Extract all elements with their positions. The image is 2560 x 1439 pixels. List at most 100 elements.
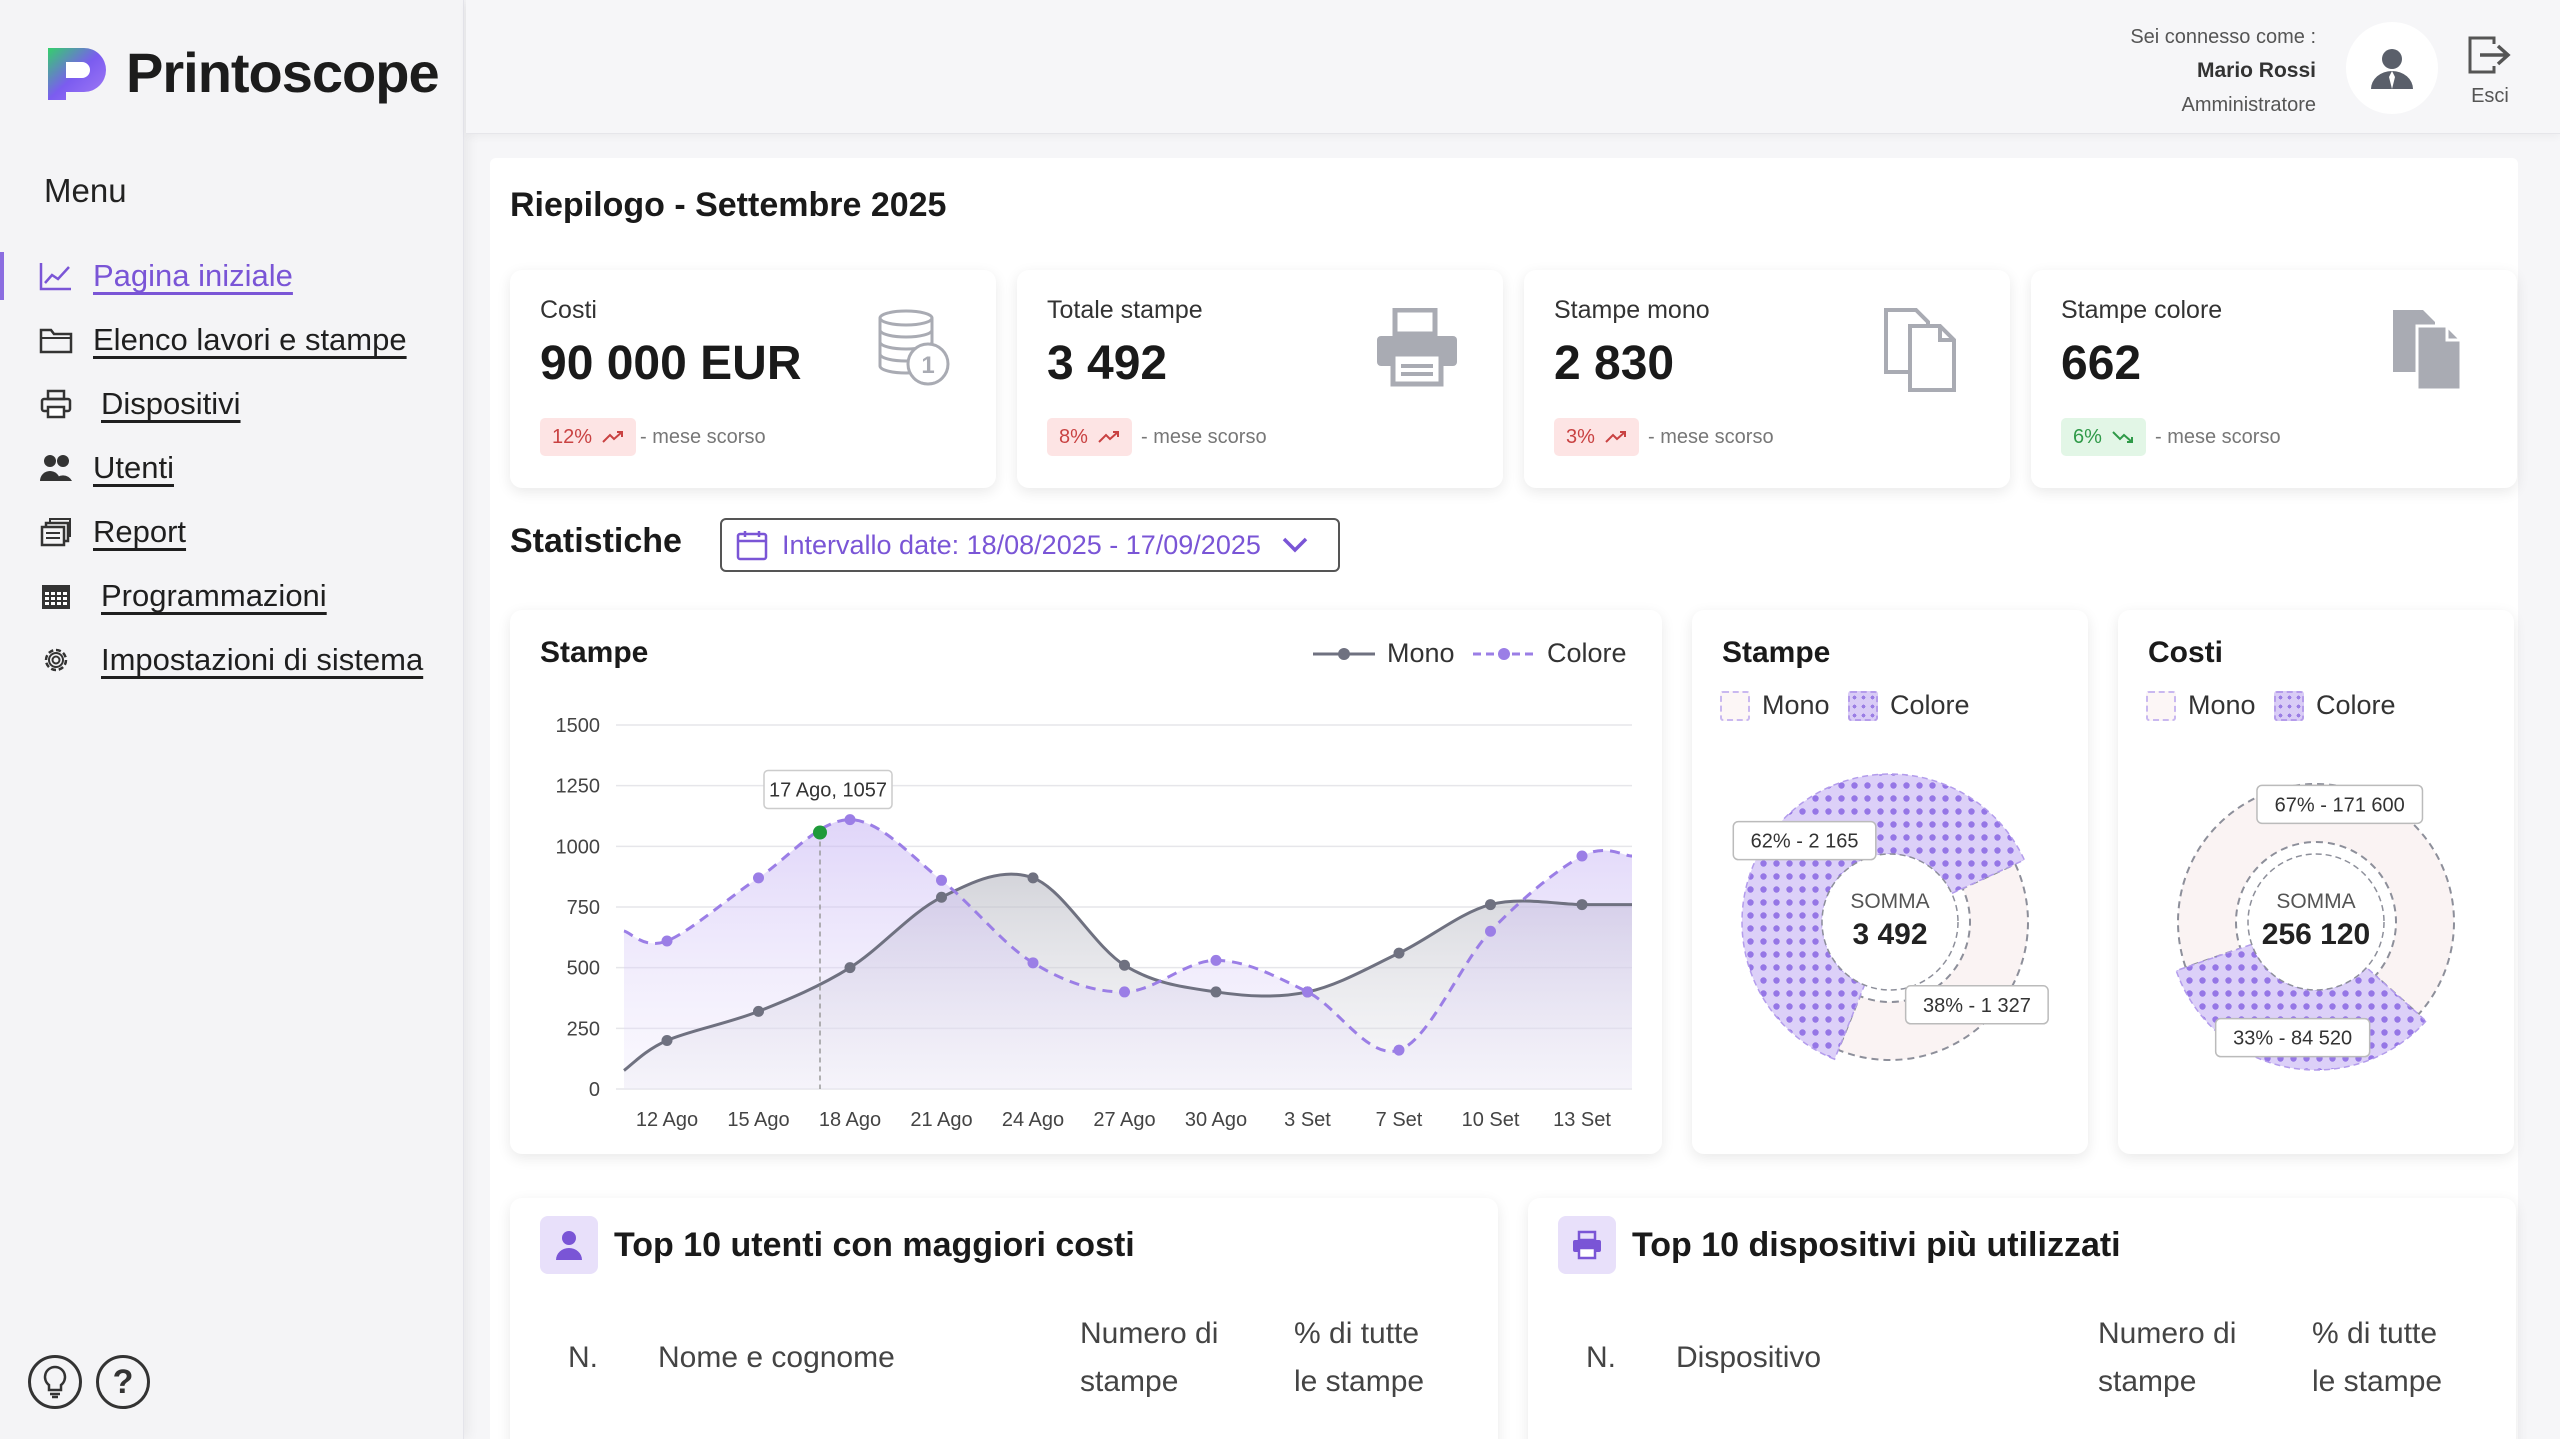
y-tick-label: 1250	[556, 776, 601, 798]
kpi-title: Stampe colore	[2061, 296, 2223, 324]
column-header: Numero di stampe	[1080, 1317, 1219, 1398]
data-point-colore[interactable]	[844, 814, 856, 826]
data-point-mono[interactable]	[1576, 899, 1588, 911]
date-range-label: Intervallo date: 18/08/2025 - 17/09/2025	[782, 529, 1261, 560]
trend-percent: 12%	[552, 425, 593, 448]
column-header: N.	[568, 1341, 598, 1374]
statistics-title: Statistiche	[510, 522, 682, 560]
data-point-mono[interactable]	[661, 1034, 673, 1046]
line-chart-icon	[38, 258, 74, 294]
kpi-note: - mese scorso	[2155, 426, 2281, 448]
trend-down-icon	[2112, 431, 2133, 443]
x-tick-label: 3 Set	[1284, 1109, 1331, 1131]
kpi-title: Totale stampe	[1047, 296, 1203, 324]
trend-percent: 6%	[2073, 425, 2102, 448]
trend-up-icon	[1605, 431, 1626, 443]
sidebar-item-settings[interactable]: Impostazioni di sistema	[0, 632, 464, 688]
documents-outline-icon	[1882, 308, 1966, 397]
kpi-value: 662	[2061, 337, 2142, 390]
data-point-colore[interactable]	[1576, 850, 1588, 862]
data-point-mono[interactable]	[1210, 986, 1222, 998]
kpi-note: - mese scorso	[1141, 426, 1267, 448]
user-icon	[2371, 49, 2413, 89]
prints-donut-panel: Stampe Mono Colore SOMMA 3 492 38% - 1 327…	[1692, 610, 2088, 1154]
highlighted-point[interactable]	[813, 825, 827, 840]
data-point-colore[interactable]	[1485, 925, 1496, 937]
donut-label-colore: 62% - 2 165	[1751, 831, 1859, 853]
data-point-colore[interactable]	[936, 874, 947, 886]
trend-badge: 8%	[1047, 418, 1132, 456]
x-tick-label: 27 Ago	[1093, 1109, 1155, 1131]
legend-colore: Colore	[2274, 690, 2396, 721]
kpi-title: Stampe mono	[1554, 296, 1710, 324]
sidebar: Printoscope Menu Pagina iniziale Elenco …	[0, 0, 464, 1439]
legend-label: Colore	[1890, 690, 1970, 720]
app-logo[interactable]: Printoscope	[44, 40, 440, 105]
trend-badge: 6%	[2061, 418, 2146, 456]
line-chart: 0 250 500 750 1000 1250 1500 12 Ago 15 Ago 18 Ago…	[556, 715, 1633, 1131]
sidebar-item-schedules[interactable]: Programmazioni	[0, 568, 464, 624]
trend-badge: 3%	[1554, 418, 1639, 456]
legend-swatch-mono	[1720, 690, 1750, 721]
printer-icon	[1558, 1216, 1616, 1274]
date-range-dropdown[interactable]: Intervallo date: 18/08/2025 - 17/09/2025	[720, 518, 1340, 572]
sidebar-item-jobs[interactable]: Elenco lavori e stampe	[0, 312, 464, 368]
sidebar-item-home[interactable]: Pagina iniziale	[0, 248, 464, 304]
logout-button[interactable]: Esci	[2458, 34, 2522, 108]
sidebar-item-label: Impostazioni di sistema	[101, 642, 424, 677]
column-header: Numero di stampe	[2098, 1317, 2237, 1398]
donut-hole	[2247, 853, 2385, 991]
kpi-note: - mese scorso	[1648, 426, 1774, 448]
sidebar-item-label: Utenti	[93, 450, 174, 485]
sidebar-item-devices[interactable]: Dispositivi	[0, 376, 464, 432]
avatar[interactable]	[2346, 22, 2438, 114]
data-point-colore[interactable]	[1119, 986, 1130, 998]
menu-title: Menu	[44, 172, 127, 209]
chevron-down-icon	[1282, 537, 1308, 553]
data-point-colore[interactable]	[753, 872, 764, 884]
logout-icon	[2468, 36, 2511, 74]
donut-label-colore: 33% - 84 520	[2233, 1028, 2352, 1050]
sidebar-item-report[interactable]: Report	[0, 504, 464, 560]
kpi-card-mono-prints: Stampe mono 2 830 3% - mese scorso	[1524, 270, 2010, 488]
gear-icon	[38, 642, 74, 678]
legend-swatch-colore	[1848, 690, 1878, 721]
x-tick-label: 24 Ago	[1002, 1109, 1064, 1131]
data-point-colore[interactable]	[1393, 1044, 1405, 1056]
data-point-mono[interactable]	[1119, 959, 1130, 971]
legend-label: Mono	[1387, 638, 1455, 668]
legend-label: Colore	[2316, 690, 2396, 720]
donut-label-colore-box	[1732, 820, 1877, 861]
user-info: Sei connesso come : Mario Rossi Amminist…	[2130, 20, 2316, 122]
kpi-card-total-prints: Totale stampe 3 492 8% - mese scorso	[1017, 270, 1503, 488]
y-tick-label: 250	[567, 1018, 600, 1040]
tips-button[interactable]	[28, 1355, 82, 1409]
data-point-mono[interactable]	[753, 1005, 764, 1017]
help-button[interactable]: ?	[96, 1355, 150, 1409]
data-point-colore[interactable]	[1302, 986, 1313, 998]
trend-badge: 12%	[540, 418, 637, 456]
data-point-colore[interactable]	[1210, 954, 1222, 966]
column-header: % di tutte le stampe	[1294, 1317, 1425, 1398]
logout-label: Esci	[2471, 85, 2509, 107]
users-icon	[38, 450, 74, 486]
data-point-colore[interactable]	[661, 935, 673, 947]
user-name: Mario Rossi	[2196, 59, 2316, 82]
data-point-colore[interactable]	[1027, 957, 1039, 969]
data-point-mono[interactable]	[1393, 947, 1405, 959]
calendar-icon	[38, 578, 74, 614]
sidebar-item-users[interactable]: Utenti	[0, 440, 464, 496]
table-title: Top 10 dispositivi più utilizzati	[1632, 1226, 2121, 1264]
data-point-mono[interactable]	[1027, 872, 1039, 884]
data-point-mono[interactable]	[936, 891, 947, 903]
question-icon: ?	[112, 1362, 134, 1401]
y-tick-label: 750	[567, 897, 600, 919]
data-point-mono[interactable]	[1485, 899, 1496, 911]
documents-filled-icon	[2389, 308, 2473, 397]
trend-up-icon	[1098, 431, 1119, 443]
coins-icon: 1	[868, 308, 952, 393]
trend-percent: 8%	[1059, 425, 1088, 448]
x-tick-label: 18 Ago	[819, 1109, 881, 1131]
donut-slice-mono[interactable]	[2177, 783, 2455, 1016]
data-point-mono[interactable]	[844, 962, 856, 974]
